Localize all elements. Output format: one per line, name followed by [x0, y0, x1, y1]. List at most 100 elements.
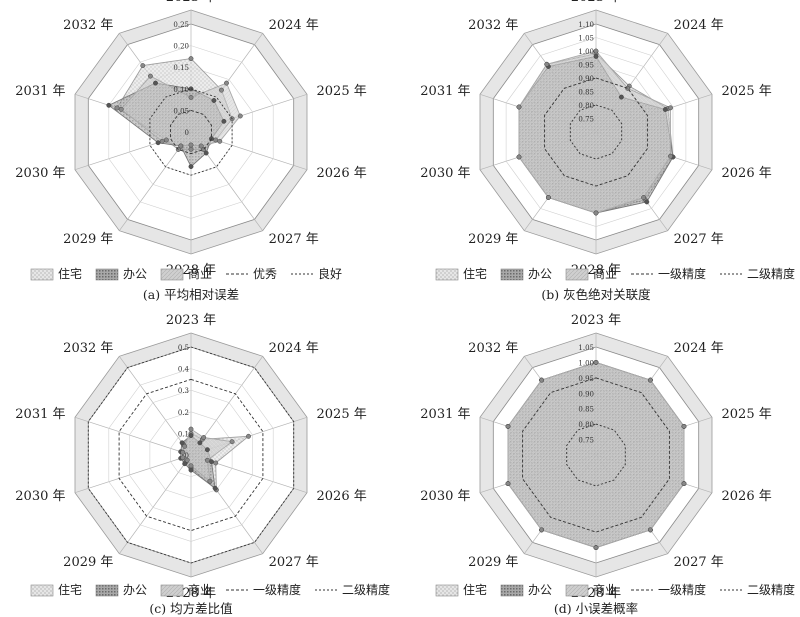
category-label: 2030 年: [420, 489, 470, 504]
tick-label: 0.75: [578, 116, 594, 124]
radar-grid-ring: [505, 37, 687, 227]
category-label: 2027 年: [269, 555, 319, 570]
legend-label-reference-2: 二级精度: [747, 582, 795, 597]
legend-swatch-commercial: [160, 584, 184, 597]
data-point-office: [221, 118, 227, 124]
panel-caption: (c) 均方差比值: [149, 601, 232, 616]
tick-label: 0.2: [178, 409, 189, 417]
data-point-commercial: [641, 195, 647, 200]
data-point-commercial: [545, 195, 551, 200]
legend-label-reference-1: 一级精度: [658, 266, 706, 281]
tick-label: 0.80: [578, 102, 594, 110]
tick-label: 1.05: [578, 35, 594, 43]
data-point-commercial: [516, 104, 522, 110]
data-point-commercial: [237, 113, 243, 119]
data-point-commercial: [668, 153, 673, 159]
legend-swatch-commercial: [160, 268, 184, 281]
data-point-commercial: [118, 106, 124, 112]
radar-grid-ring: [108, 45, 274, 219]
data-point-commercial: [178, 143, 184, 149]
data-point-commercial: [207, 478, 213, 484]
category-label: 2023 年: [571, 0, 621, 5]
legend-label-reference-1: 一级精度: [253, 582, 301, 597]
category-label: 2029 年: [468, 232, 518, 247]
category-label: 2030 年: [420, 166, 470, 181]
tick-label: 0: [185, 129, 189, 137]
data-point-commercial: [505, 423, 511, 429]
legend-label-commercial: 商业: [593, 266, 617, 281]
tick-label: 0.95: [578, 375, 594, 383]
data-point-commercial: [229, 439, 235, 445]
category-label: 2026 年: [317, 489, 367, 504]
panel-caption: (a) 平均相对误差: [143, 287, 239, 302]
legend-label-residential: 住宅: [58, 266, 82, 281]
category-label: 2025 年: [317, 84, 367, 99]
data-point-residential: [219, 87, 224, 93]
data-point-office: [212, 485, 218, 491]
category-label: 2029 年: [63, 232, 113, 247]
data-point-commercial: [217, 138, 223, 144]
data-point-commercial: [188, 142, 194, 148]
reference-line-2: [87, 346, 295, 564]
radar-panel-2: 0.75 0.80 0.85 0.90 0.95 1.00 1.05 1.10 2023 年 20…: [420, 0, 795, 302]
data-point-commercial: [188, 463, 194, 469]
category-label: 2023 年: [166, 0, 216, 5]
data-point-commercial: [668, 105, 673, 111]
data-point-office: [155, 140, 161, 146]
data-point-residential: [246, 433, 251, 439]
legend-label-commercial: 商业: [188, 582, 212, 597]
legend: 住宅 办公 商业 一级精度 二级精度: [30, 582, 390, 597]
legend-swatch-residential: [30, 584, 54, 597]
tick-label: 1.00: [578, 359, 594, 367]
category-label: 2025 年: [317, 407, 367, 422]
data-point-office: [153, 80, 158, 86]
category-label: 2024 年: [269, 18, 319, 33]
data-point-office: [188, 164, 194, 170]
legend-swatch-office: [500, 268, 524, 281]
data-point-office: [203, 150, 209, 156]
data-point-office: [618, 94, 624, 100]
category-label: 2032 年: [468, 18, 518, 33]
data-point-commercial: [593, 210, 599, 216]
legend-swatch-residential: [435, 268, 459, 281]
tick-label: 0.25: [173, 21, 189, 29]
reference-line-1: [118, 378, 264, 532]
reference-line-2: [149, 88, 233, 176]
data-point-office: [179, 440, 185, 446]
legend-label-reference-2: 二级精度: [747, 266, 795, 281]
radar-panel-4: 0.75 0.80 0.85 0.90 0.95 1.00 1.05 2023 年 2024 年…: [420, 313, 795, 616]
radar-panel-1: 0 0.05 0.10 0.15 0.20 0.25 2023 年 2024 年 2025 年 2…: [15, 0, 366, 302]
data-point-office: [593, 53, 599, 59]
tick-label: 0.80: [578, 421, 594, 429]
data-point-commercial: [188, 94, 194, 100]
tick-label: 0.90: [578, 75, 594, 83]
legend-label-office: 办公: [123, 582, 147, 597]
category-label: 2029 年: [468, 555, 518, 570]
data-point-commercial: [681, 423, 687, 429]
radar-spoke: [119, 454, 192, 554]
series-area-commercial: [507, 361, 685, 549]
tick-label: 1.05: [578, 344, 594, 352]
panel-caption: (d) 小误差概率: [554, 601, 638, 616]
category-label: 2026 年: [317, 166, 367, 181]
category-label: 2023 年: [571, 313, 621, 328]
category-label: 2030 年: [15, 166, 65, 181]
category-label: 2030 年: [15, 489, 65, 504]
data-point-residential: [213, 137, 219, 143]
radar-spoke: [74, 454, 192, 494]
category-label: 2027 年: [674, 232, 724, 247]
data-point-commercial: [184, 457, 190, 463]
data-point-office: [662, 107, 668, 112]
category-label: 2026 年: [722, 489, 772, 504]
tick-label: 0.85: [578, 406, 594, 414]
radar-grid-ring: [149, 411, 233, 499]
legend-label-reference-2: 良好: [318, 266, 342, 281]
tick-label: 0.15: [173, 64, 189, 72]
legend-swatch-residential: [435, 584, 459, 597]
reference-line-1: [544, 77, 648, 187]
data-point-commercial: [539, 527, 545, 533]
data-point-residential: [188, 146, 194, 152]
legend-swatch-office: [95, 584, 119, 597]
legend: 住宅 办公 商业 一级精度 二级精度: [435, 582, 795, 597]
